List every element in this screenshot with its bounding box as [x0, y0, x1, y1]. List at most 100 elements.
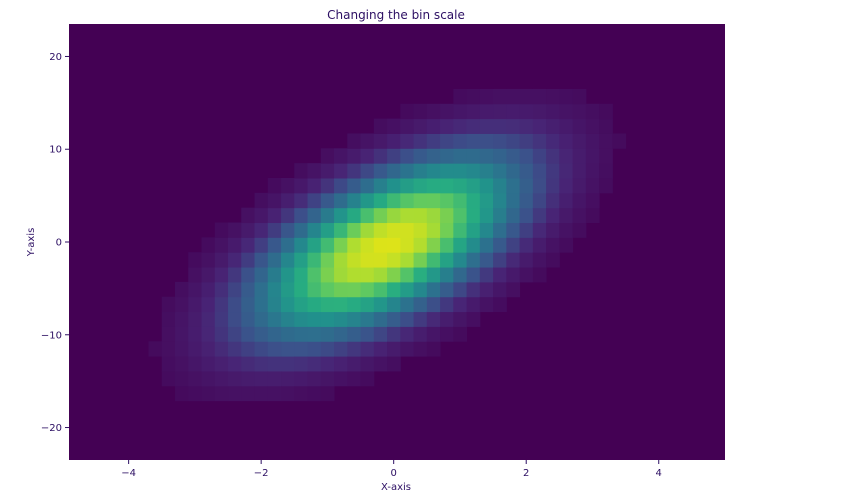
- heatmap-cell: [334, 267, 348, 283]
- heatmap-cell: [320, 252, 335, 268]
- heatmap-cell: [320, 192, 335, 209]
- heatmap-cell: [506, 207, 521, 224]
- heatmap-cell: [373, 311, 388, 327]
- heatmap-cell: [426, 177, 441, 194]
- heatmap-cell: [466, 252, 481, 268]
- heatmap-cell: [453, 267, 468, 283]
- heatmap-cell: [294, 326, 309, 342]
- heatmap-cell: [426, 296, 441, 313]
- heatmap-cell: [228, 311, 242, 327]
- heatmap-cell: [373, 177, 388, 194]
- heatmap-cell: [546, 207, 560, 224]
- heatmap-cell: [320, 281, 335, 298]
- heatmap-cell: [294, 207, 309, 224]
- heatmap-cell: [254, 296, 269, 313]
- heatmap-cell: [294, 237, 309, 253]
- heatmap-cell: [267, 385, 282, 402]
- heatmap-cell: [307, 207, 322, 224]
- heatmap-cell: [188, 370, 203, 387]
- heatmap-cell: [334, 148, 348, 164]
- heatmap-cell: [426, 192, 441, 209]
- heatmap-cell: [161, 370, 176, 387]
- heatmap-cell: [466, 222, 481, 238]
- heatmap-cell: [400, 326, 415, 342]
- heatmap-cell: [254, 341, 269, 357]
- heatmap-cell: [267, 356, 282, 372]
- x-tick-label: 2: [523, 468, 529, 479]
- heatmap-cell: [214, 370, 229, 387]
- heatmap-cell: [360, 370, 375, 387]
- heatmap-cell: [413, 177, 428, 194]
- heatmap-cell: [214, 267, 229, 283]
- heatmap-cell: [599, 163, 613, 179]
- heatmap-cell: [546, 103, 560, 120]
- heatmap-cell: [493, 163, 507, 179]
- heatmap-cell: [506, 148, 521, 164]
- heatmap-cell: [294, 296, 309, 313]
- heatmap-cell: [413, 148, 428, 164]
- heatmap-cell: [426, 133, 441, 149]
- heatmap-cell: [334, 326, 348, 342]
- heatmap-cell: [493, 296, 507, 313]
- heatmap-cell: [241, 385, 256, 402]
- heatmap-cell: [267, 222, 282, 238]
- heatmap-cell: [387, 296, 401, 313]
- heatmap-cell: [532, 267, 547, 283]
- heatmap-cell: [281, 311, 295, 327]
- heatmap-cell: [161, 326, 176, 342]
- heatmap-cell: [373, 163, 388, 179]
- heatmap-cell: [493, 88, 507, 105]
- heatmap-cell: [254, 370, 269, 387]
- heatmap-cell: [400, 133, 415, 149]
- heatmap-cell: [347, 133, 362, 149]
- heatmap-cell: [532, 88, 547, 105]
- heatmap-cell: [506, 281, 521, 298]
- heatmap-cell: [320, 177, 335, 194]
- heatmap-cell: [440, 281, 454, 298]
- heatmap-cell: [506, 177, 521, 194]
- heatmap-cell: [175, 341, 189, 357]
- heatmap-cell: [532, 177, 547, 194]
- heatmap-cell: [413, 281, 428, 298]
- heatmap-cell: [267, 252, 282, 268]
- heatmap-cell: [387, 148, 401, 164]
- heatmap-cell: [413, 326, 428, 342]
- heatmap-cell: [373, 222, 388, 238]
- heatmap-cell: [214, 296, 229, 313]
- heatmap-cell: [294, 370, 309, 387]
- heatmap-cell: [228, 237, 242, 253]
- heatmap-cell: [572, 163, 587, 179]
- heatmap-cell: [453, 103, 468, 120]
- heatmap-cell: [519, 222, 534, 238]
- heatmap-cell: [426, 237, 441, 253]
- heatmap-cell: [413, 296, 428, 313]
- heatmap-cell: [453, 252, 468, 268]
- heatmap-cell: [307, 385, 322, 402]
- heatmap-cell: [506, 192, 521, 209]
- heatmap-cell: [294, 163, 309, 179]
- heatmap-cell: [585, 148, 600, 164]
- heatmap-cell: [307, 237, 322, 253]
- heatmap-cell: [387, 133, 401, 149]
- heatmap-cell: [373, 207, 388, 224]
- heatmap-cell: [546, 192, 560, 209]
- heatmap-cell: [294, 252, 309, 268]
- heatmap-cell: [320, 370, 335, 387]
- heatmap-cell: [281, 385, 295, 402]
- heatmap-cell: [373, 296, 388, 313]
- heatmap-cell: [360, 296, 375, 313]
- heatmap-cell: [466, 177, 481, 194]
- heatmap-cell: [453, 222, 468, 238]
- heatmap-cell: [188, 296, 203, 313]
- heatmap-cell: [546, 237, 560, 253]
- heatmap-cell: [413, 222, 428, 238]
- heatmap-cell: [307, 326, 322, 342]
- heatmap-cell: [572, 148, 587, 164]
- heatmap-cell: [532, 192, 547, 209]
- heatmap-cell: [307, 341, 322, 357]
- heatmap-cell: [254, 281, 269, 298]
- heatmap-cell: [254, 385, 269, 402]
- heatmap-cell: [320, 326, 335, 342]
- heatmap-cell: [413, 267, 428, 283]
